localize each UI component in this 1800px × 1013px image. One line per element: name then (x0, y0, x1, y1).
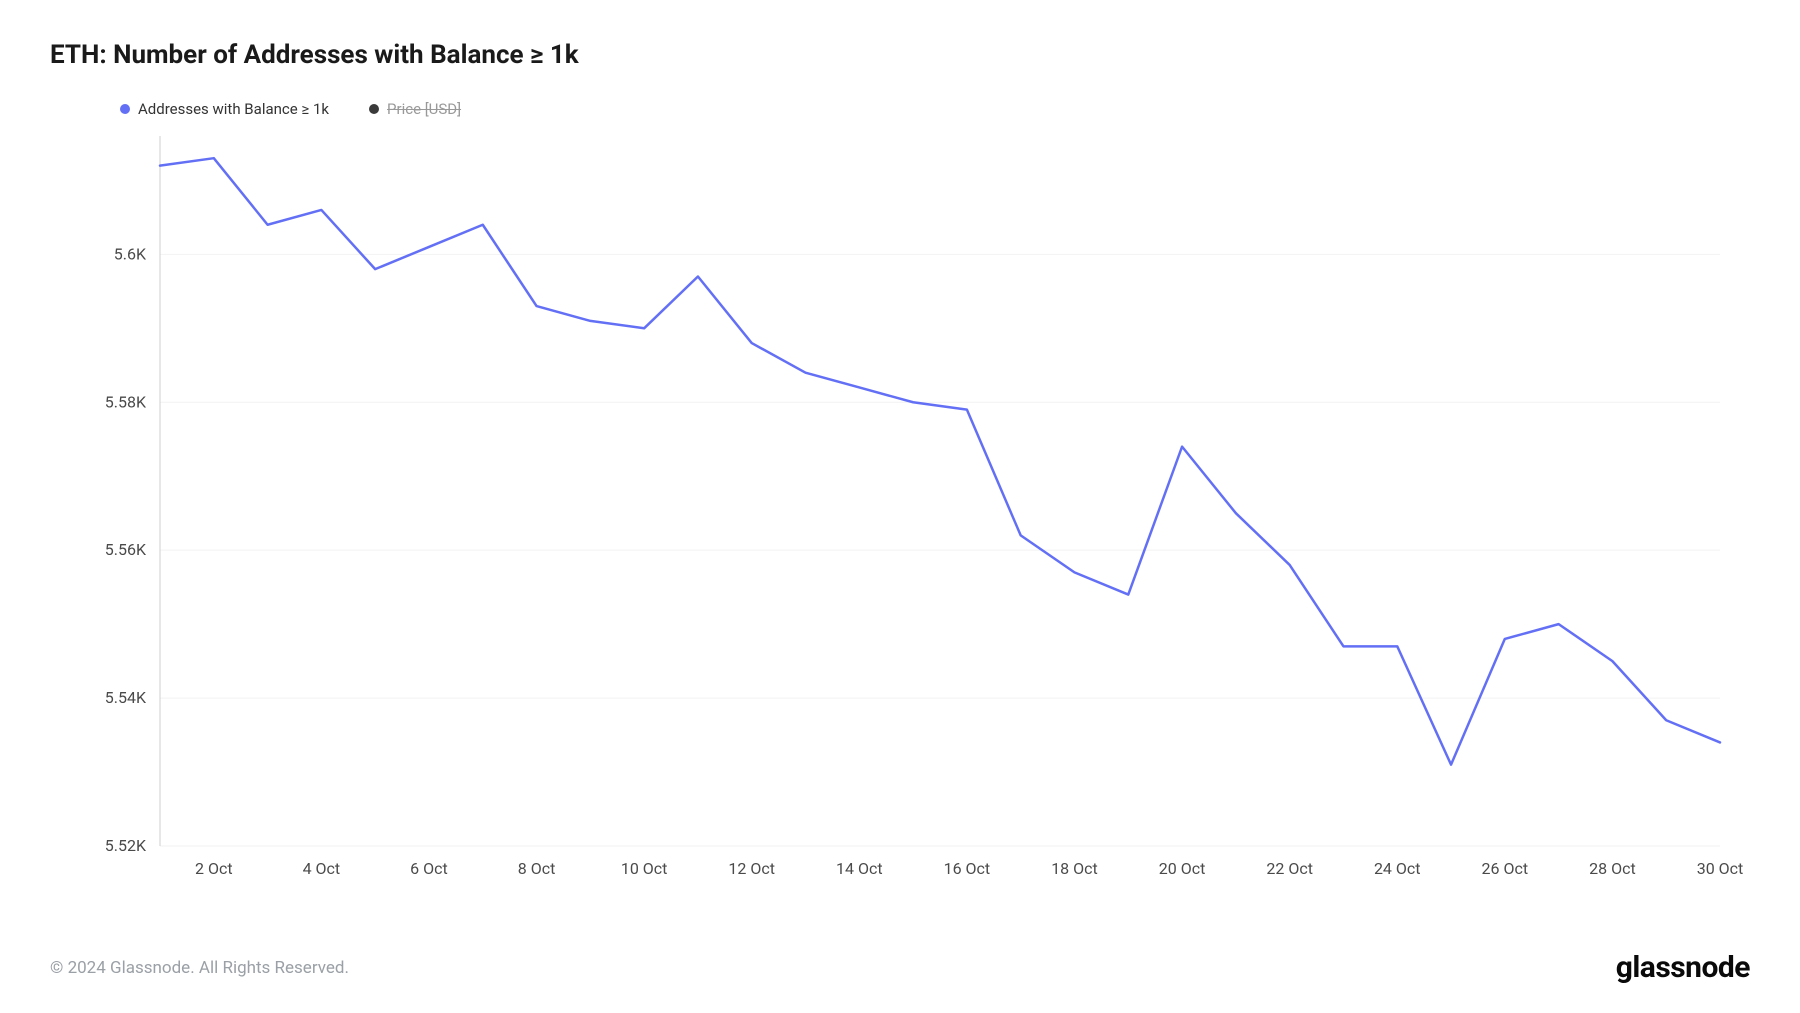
copyright-text: © 2024 Glassnode. All Rights Reserved. (50, 958, 349, 978)
svg-text:8 Oct: 8 Oct (518, 859, 556, 878)
svg-text:5.6K: 5.6K (114, 244, 147, 263)
legend-dot-icon (369, 104, 379, 114)
svg-text:5.52K: 5.52K (105, 836, 147, 855)
svg-text:5.58K: 5.58K (105, 392, 147, 411)
svg-text:5.56K: 5.56K (105, 540, 147, 559)
svg-text:16 Oct: 16 Oct (944, 859, 991, 878)
legend-item-addresses[interactable]: Addresses with Balance ≥ 1k (120, 100, 329, 118)
brand-logo: glassnode (1616, 950, 1750, 985)
svg-text:6 Oct: 6 Oct (410, 859, 448, 878)
svg-text:5.54K: 5.54K (105, 688, 147, 707)
svg-text:14 Oct: 14 Oct (836, 859, 883, 878)
svg-text:2 Oct: 2 Oct (195, 859, 233, 878)
chart-page: ETH: Number of Addresses with Balance ≥ … (0, 0, 1800, 1013)
svg-text:30 Oct: 30 Oct (1697, 859, 1744, 878)
legend-label-disabled: Price [USD] (387, 100, 461, 118)
svg-text:18 Oct: 18 Oct (1051, 859, 1098, 878)
legend-label: Addresses with Balance ≥ 1k (138, 100, 329, 118)
svg-text:4 Oct: 4 Oct (303, 859, 341, 878)
legend-dot-icon (120, 104, 130, 114)
svg-text:28 Oct: 28 Oct (1589, 859, 1636, 878)
svg-text:20 Oct: 20 Oct (1159, 859, 1206, 878)
legend-item-price[interactable]: Price [USD] (369, 100, 461, 118)
svg-text:12 Oct: 12 Oct (728, 859, 775, 878)
page-footer: © 2024 Glassnode. All Rights Reserved. g… (50, 950, 1750, 985)
chart-title: ETH: Number of Addresses with Balance ≥ … (50, 40, 1750, 70)
line-chart-svg: 5.52K 5.54K 5.56K 5.58K 5.6K 2 Oct 4 Oct 6 Oct 8… (50, 126, 1750, 896)
svg-text:10 Oct: 10 Oct (621, 859, 668, 878)
svg-text:26 Oct: 26 Oct (1482, 859, 1529, 878)
svg-text:24 Oct: 24 Oct (1374, 859, 1421, 878)
svg-text:22 Oct: 22 Oct (1266, 859, 1313, 878)
chart-plot-area[interactable]: 5.52K 5.54K 5.56K 5.58K 5.6K 2 Oct 4 Oct 6 Oct 8… (50, 126, 1750, 896)
chart-legend: Addresses with Balance ≥ 1k Price [USD] (120, 100, 1750, 118)
